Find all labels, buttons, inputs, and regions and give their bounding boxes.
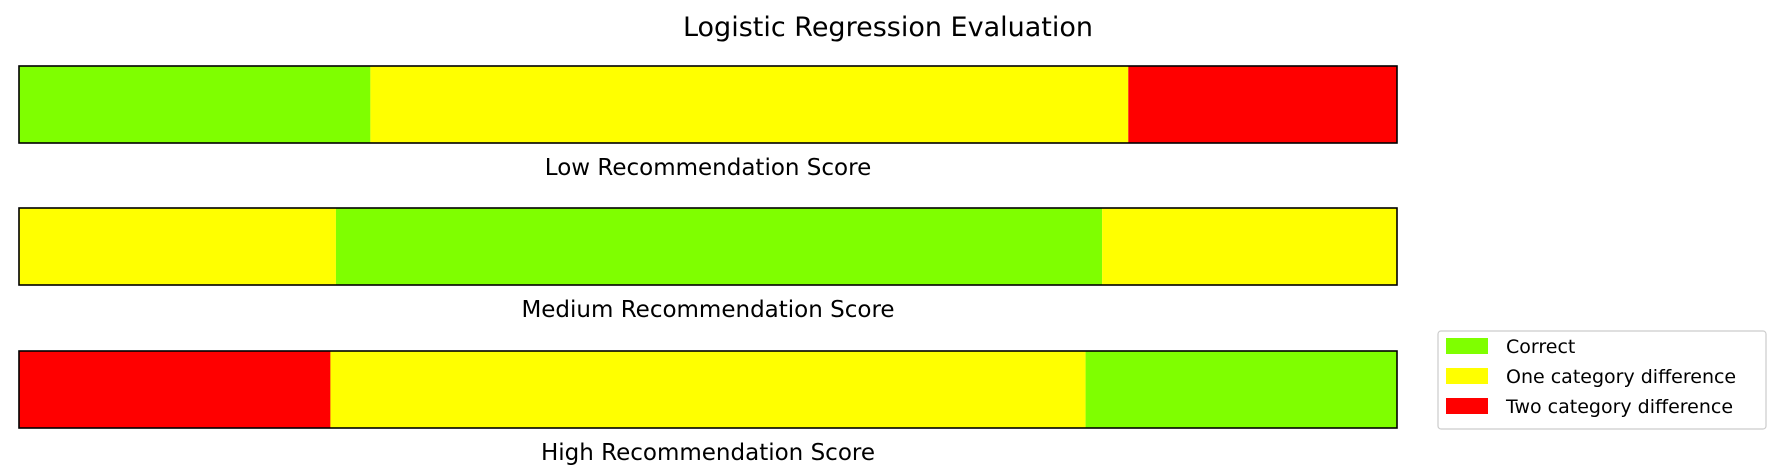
legend-item-one-category-difference: One category difference bbox=[1446, 366, 1736, 388]
legend: Correct One category difference Two catego… bbox=[1437, 330, 1767, 430]
bar-segment-one-category-difference bbox=[370, 66, 1129, 143]
bar-segment-correct bbox=[1085, 351, 1397, 428]
bar-label: Low Recommendation Score bbox=[545, 155, 871, 181]
chart-title: Logistic Regression Evaluation bbox=[683, 12, 1093, 43]
bar-segment-one-category-difference bbox=[19, 208, 336, 285]
bar-segment-correct bbox=[335, 208, 1103, 285]
bar-segment-two-category-difference bbox=[1128, 66, 1397, 143]
bars-group: Low Recommendation Score Medium Recommend… bbox=[18, 65, 1398, 466]
legend-swatch bbox=[1446, 368, 1488, 384]
legend-label: One category difference bbox=[1506, 366, 1736, 388]
legend-frame bbox=[1437, 330, 1767, 430]
legend-label: Two category difference bbox=[1505, 396, 1733, 418]
legend-swatch bbox=[1446, 398, 1488, 414]
bar-frame bbox=[18, 350, 1398, 429]
legend-swatch bbox=[1446, 338, 1488, 354]
legend-item-correct: Correct bbox=[1446, 336, 1575, 358]
bar-high-recommendation-score: High Recommendation Score bbox=[18, 350, 1398, 466]
legend-item-two-category-difference: Two category difference bbox=[1446, 396, 1733, 418]
bar-label: High Recommendation Score bbox=[541, 440, 875, 466]
bar-medium-recommendation-score: Medium Recommendation Score bbox=[18, 207, 1398, 323]
bar-label: Medium Recommendation Score bbox=[521, 297, 894, 323]
bar-segment-two-category-difference bbox=[19, 351, 331, 428]
bar-segment-one-category-difference bbox=[1102, 208, 1397, 285]
bar-frame bbox=[18, 65, 1398, 144]
bar-low-recommendation-score: Low Recommendation Score bbox=[18, 65, 1398, 181]
bar-frame bbox=[18, 207, 1398, 286]
bar-segment-one-category-difference bbox=[330, 351, 1086, 428]
bar-segment-correct bbox=[19, 66, 371, 143]
legend-label: Correct bbox=[1506, 336, 1575, 358]
